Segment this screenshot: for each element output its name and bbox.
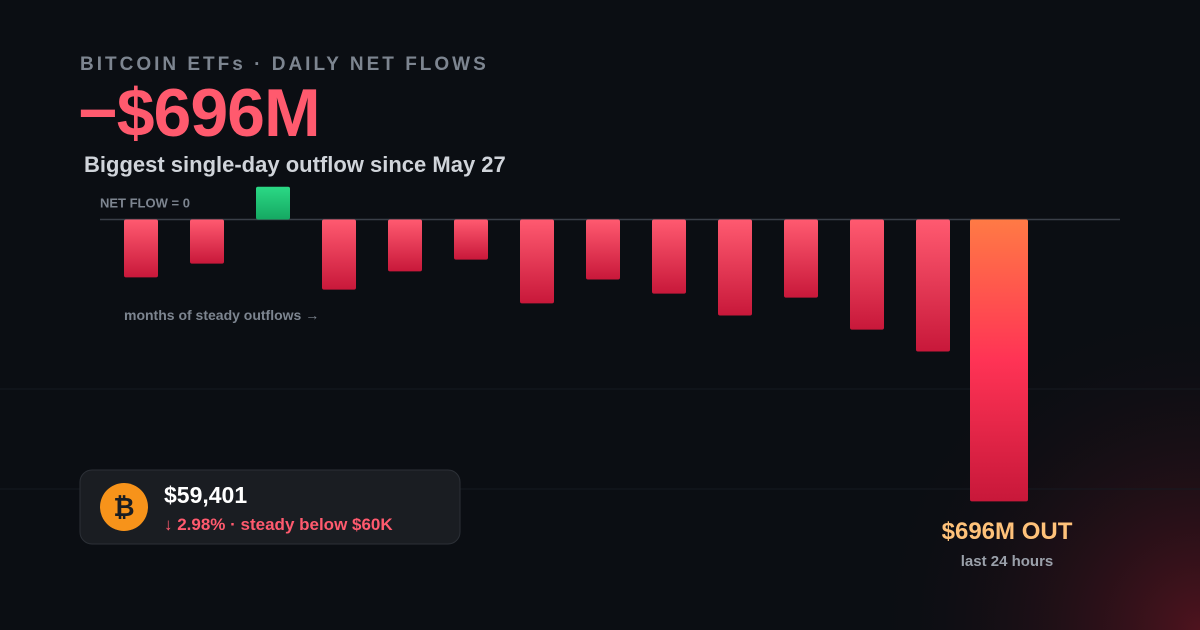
price-card-box <box>79 469 461 545</box>
outflow-bar <box>784 219 818 298</box>
highlight-label: $696M OUT <box>942 518 1073 545</box>
inflow-bar <box>256 186 290 220</box>
annotation: months of steady outflows → <box>124 307 319 323</box>
bitcoin-symbol: ₿ <box>113 492 134 522</box>
zero-label: NET FLOW = 0 <box>100 196 190 211</box>
outflow-bar <box>388 219 422 272</box>
price-card: ₿ $59,401 ↓ 2.98% · steady below $60K <box>79 469 461 545</box>
outflow-bar <box>124 219 158 278</box>
outflow-bar <box>586 219 620 280</box>
highlight-sublabel: last 24 hours <box>961 553 1054 570</box>
headline: −$696M <box>78 75 320 151</box>
outflow-bar <box>916 219 950 352</box>
outflow-bar <box>718 219 752 316</box>
outflow-bar <box>190 219 224 264</box>
price-change: ↓ 2.98% · steady below $60K <box>164 515 393 534</box>
outflow-bar <box>322 219 356 290</box>
bitcoin-icon <box>100 483 148 531</box>
outflow-bar <box>454 219 488 260</box>
price: $59,401 <box>164 482 247 508</box>
highlight-bar <box>970 219 1028 502</box>
outflow-bar <box>652 219 686 294</box>
outflow-bar <box>520 219 554 304</box>
subtitle: Biggest single-day outflow since May 27 <box>84 152 506 177</box>
kicker: BITCOIN ETFs · DAILY NET FLOWS <box>80 54 489 75</box>
outflow-bar <box>850 219 884 330</box>
